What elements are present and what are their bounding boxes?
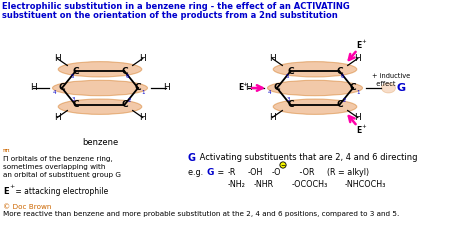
Text: H: H [163, 83, 170, 92]
Text: H: H [245, 83, 252, 92]
Text: Π orbitals of the benzene ring,: Π orbitals of the benzene ring, [3, 156, 113, 162]
Text: 1: 1 [141, 90, 145, 96]
Text: E: E [356, 41, 362, 50]
Text: C: C [336, 100, 343, 109]
Text: +: + [361, 39, 365, 44]
Ellipse shape [58, 61, 142, 77]
Text: 4: 4 [267, 89, 271, 94]
Text: sometimes overlapping with: sometimes overlapping with [3, 164, 105, 170]
Text: -NHR: -NHR [254, 180, 274, 189]
Text: H: H [269, 113, 275, 122]
Ellipse shape [273, 99, 357, 114]
Text: C: C [135, 83, 141, 92]
Text: ππ: ππ [3, 148, 10, 153]
Text: G: G [396, 83, 406, 93]
Text: -NHCOCH₃: -NHCOCH₃ [345, 180, 386, 189]
Text: C: C [121, 67, 128, 76]
Text: E: E [3, 187, 9, 196]
Text: e.g.: e.g. [188, 168, 206, 177]
Text: + inductive: + inductive [372, 73, 410, 79]
Text: 3: 3 [72, 97, 75, 102]
Text: C: C [350, 83, 356, 92]
Text: -OH: -OH [248, 168, 264, 177]
Ellipse shape [58, 99, 142, 114]
Text: 6: 6 [341, 74, 344, 79]
Text: H: H [355, 113, 361, 122]
Text: C: C [273, 83, 280, 92]
Text: an orbital of substituent group G: an orbital of substituent group G [3, 172, 121, 178]
Text: C: C [72, 100, 79, 109]
Text: C: C [59, 83, 65, 92]
Text: H: H [269, 54, 275, 63]
Text: +: + [9, 184, 15, 189]
Text: -NH₂: -NH₂ [228, 180, 246, 189]
Text: H: H [139, 54, 146, 63]
Text: E: E [238, 83, 244, 92]
Text: G: G [188, 153, 196, 163]
Text: H: H [139, 113, 146, 122]
Text: 3: 3 [287, 97, 290, 102]
Ellipse shape [53, 80, 147, 96]
Text: -R: -R [228, 168, 237, 177]
Text: 6: 6 [126, 74, 129, 79]
Text: -OR: -OR [292, 168, 315, 177]
Text: G: G [207, 168, 214, 177]
Text: effect: effect [372, 81, 395, 87]
Text: C: C [72, 67, 79, 76]
Text: E: E [356, 127, 362, 135]
Text: © Doc Brown: © Doc Brown [3, 204, 51, 210]
Text: =: = [215, 168, 227, 177]
Text: 1: 1 [356, 90, 360, 96]
Text: -OCOCH₃: -OCOCH₃ [292, 180, 328, 189]
Ellipse shape [382, 83, 395, 93]
Text: C: C [121, 100, 128, 109]
Text: -O: -O [272, 168, 282, 177]
Text: More reactive than benzene and more probable substitution at the 2, 4 and 6 posi: More reactive than benzene and more prob… [3, 211, 399, 217]
Text: −: − [281, 163, 286, 168]
Text: Activating substituents that are 2, 4 and 6 directing: Activating substituents that are 2, 4 an… [197, 153, 418, 162]
Text: H: H [355, 54, 361, 63]
Text: 5: 5 [71, 74, 74, 79]
Text: 2: 2 [128, 98, 131, 103]
Text: C: C [287, 100, 294, 109]
Text: +: + [243, 81, 247, 86]
Ellipse shape [273, 61, 357, 77]
Text: 2: 2 [343, 98, 346, 103]
Text: = attacking electrophile: = attacking electrophile [13, 187, 108, 196]
Text: C: C [336, 67, 343, 76]
Text: +: + [361, 124, 365, 129]
Ellipse shape [267, 80, 363, 96]
Text: H: H [54, 54, 61, 63]
Text: 5: 5 [286, 74, 289, 79]
Text: Electrophilic substitution in a benzene ring - the effect of an ACTIVATING: Electrophilic substitution in a benzene … [2, 2, 350, 11]
Text: C: C [287, 67, 294, 76]
Text: (R = alkyl): (R = alkyl) [322, 168, 369, 177]
Text: H: H [54, 113, 61, 122]
Text: H: H [30, 83, 37, 92]
Text: benzene: benzene [82, 138, 118, 147]
Text: substituent on the orientation of the products from a 2nd substitution: substituent on the orientation of the pr… [2, 11, 338, 20]
Text: 4: 4 [52, 89, 56, 94]
